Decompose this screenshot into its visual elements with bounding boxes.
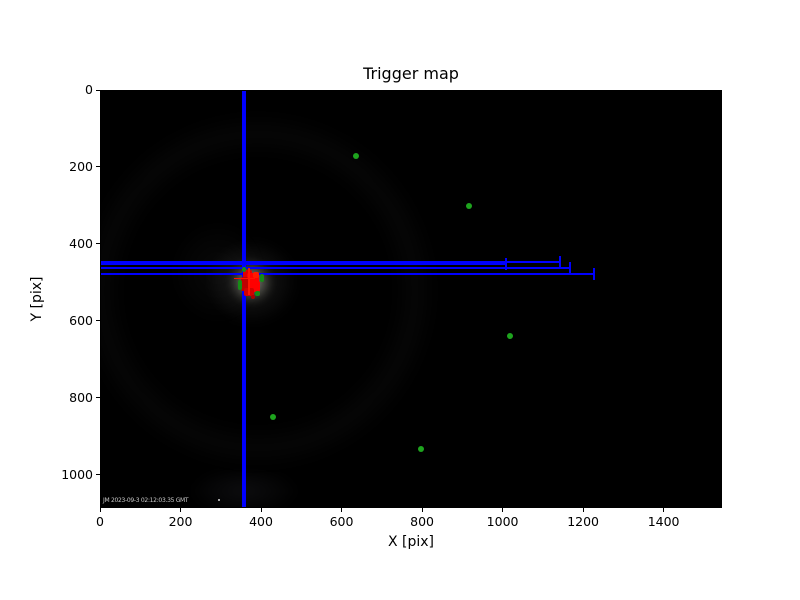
x-tick-mark [582, 508, 584, 512]
x-tick-mark [421, 508, 423, 512]
y-tick-mark [96, 166, 100, 168]
faint-ring [101, 123, 426, 459]
trigger-point [465, 202, 472, 209]
y-tick-mark [96, 397, 100, 399]
cluster-pixel [237, 280, 242, 291]
x-tick-mark [663, 508, 665, 512]
trigger-point [353, 152, 360, 159]
background-glow [157, 206, 278, 337]
cluster-pixel [253, 271, 259, 279]
trigger-point [269, 414, 276, 421]
x-tick-label: 1200 [567, 514, 599, 529]
cluster-pixel [259, 274, 264, 282]
trigger-hline [101, 263, 506, 266]
watermark-text: JM 2023-09-3 02:12:03.35 GMT [103, 497, 189, 504]
crosshair-vline [241, 91, 246, 507]
cluster-pixel [249, 280, 260, 292]
chart-title: Trigger map [363, 64, 459, 83]
red-cross-marker-v [248, 268, 250, 296]
y-tick-mark [96, 89, 100, 91]
trigger-hline [101, 260, 560, 263]
trigger-hline [101, 266, 571, 269]
x-tick-mark [341, 508, 343, 512]
hline-end-cap [569, 261, 572, 274]
red-cross-marker-h [233, 277, 256, 280]
y-tick-label: 1000 [61, 466, 93, 482]
y-tick-mark [96, 320, 100, 322]
x-tick-label: 0 [96, 514, 104, 529]
x-tick-label: 1000 [486, 514, 519, 529]
cluster-pixel [254, 290, 261, 297]
x-tick-label: 200 [168, 514, 193, 529]
trigger-hline [101, 273, 595, 276]
hline-end-cap [504, 258, 507, 271]
y-tick-mark [96, 243, 100, 245]
x-tick-label: 1400 [647, 514, 680, 529]
x-tick-mark [260, 508, 262, 512]
y-tick-label: 200 [69, 158, 93, 174]
trigger-point [418, 446, 425, 453]
y-tick-label: 400 [69, 235, 93, 251]
y-tick-label: 0 [85, 82, 93, 97]
speck-dot [218, 498, 221, 501]
y-tick-label: 800 [69, 389, 93, 405]
x-tick-label: 800 [410, 514, 434, 529]
hline-end-cap [558, 255, 561, 268]
x-tick-mark [99, 508, 101, 512]
y-tick-mark [96, 474, 100, 476]
x-tick-label: 400 [249, 514, 273, 529]
cluster-pixel [241, 267, 246, 273]
cluster-pixel [241, 277, 249, 292]
plot-area: JM 2023-09-3 02:12:03.35 GMT [100, 90, 722, 508]
cluster-pixel [250, 294, 255, 299]
x-axis-label: X [pix] [387, 534, 435, 550]
x-tick-label: 600 [329, 514, 354, 529]
y-tick-label: 600 [69, 312, 93, 328]
x-tick-mark [502, 508, 504, 512]
hline-end-cap [593, 268, 596, 281]
x-tick-mark [180, 508, 182, 512]
trigger-point [507, 332, 514, 339]
